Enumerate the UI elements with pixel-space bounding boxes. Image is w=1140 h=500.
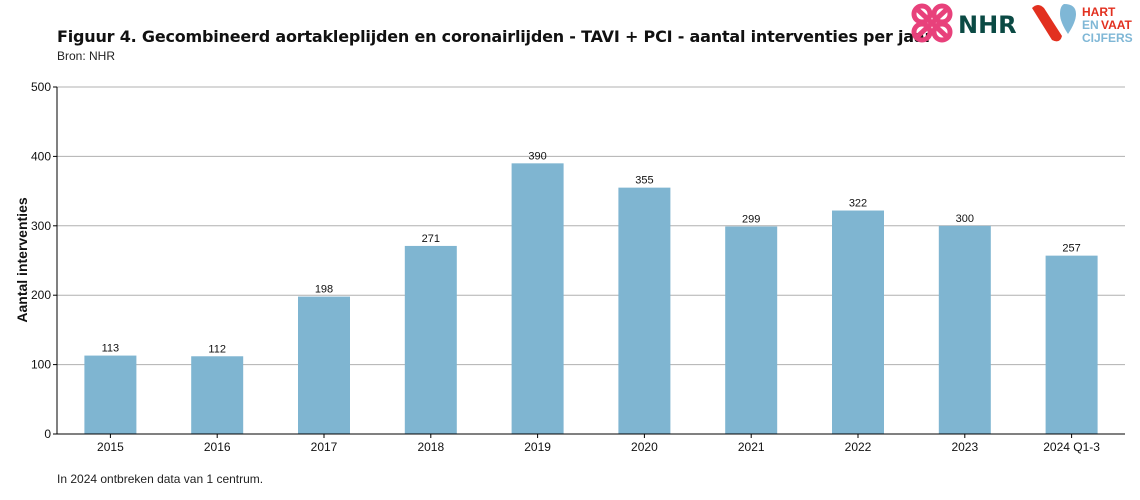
hartenvaatcijfers-logo: HART EN VAAT CIJFERS: [1032, 4, 1133, 45]
y-tick-label: 500: [31, 80, 51, 94]
x-tick-label: 2020: [631, 440, 658, 454]
svg-text:NHR: NHR: [958, 11, 1017, 39]
y-axis-label: Aantal interventies: [14, 197, 30, 322]
nhr-logo: NHR: [911, 3, 1017, 43]
bar-2020: [618, 187, 671, 434]
data-label: 113: [102, 343, 120, 355]
x-tick-label: 2015: [97, 440, 124, 454]
data-label: 355: [635, 175, 653, 187]
data-label: 390: [528, 150, 546, 162]
data-label: 299: [742, 213, 760, 225]
bar-2022: [832, 210, 884, 434]
x-tick-label: 2023: [951, 440, 978, 454]
svg-text:CIJFERS: CIJFERS: [1082, 31, 1133, 45]
bar-2015: [84, 355, 137, 434]
bar-2019: [511, 163, 564, 434]
x-tick-label: 2022: [845, 440, 872, 454]
y-tick-label: 100: [31, 358, 51, 372]
x-tick-label: 2024 Q1-3: [1043, 440, 1100, 454]
bar-2023: [938, 225, 991, 434]
y-tick-label: 200: [31, 288, 51, 302]
data-label: 322: [849, 198, 867, 210]
data-label: 300: [956, 213, 974, 225]
data-label: 112: [208, 343, 226, 355]
x-tick-label: 2021: [738, 440, 765, 454]
chart-source: Bron: NHR: [57, 49, 116, 63]
y-tick-label: 400: [31, 149, 51, 163]
bar-2018: [404, 245, 457, 434]
data-label: 198: [315, 284, 333, 296]
footnote: In 2024 ontbreken data van 1 centrum.: [57, 472, 264, 486]
bar-2017: [298, 296, 350, 434]
x-tick-label: 2016: [204, 440, 231, 454]
x-tick-label: 2019: [524, 440, 551, 454]
bar-2016: [191, 356, 244, 434]
bar-2024-Q1-3: [1045, 255, 1098, 434]
data-label: 257: [1062, 243, 1080, 255]
svg-text:EN: EN: [1082, 18, 1099, 32]
svg-text:HART: HART: [1082, 5, 1116, 19]
chart-title: Figuur 4. Gecombineerd aortakleplijden e…: [57, 27, 933, 46]
svg-text:VAAT: VAAT: [1101, 18, 1133, 32]
y-tick-label: 0: [44, 427, 51, 441]
x-tick-label: 2017: [311, 440, 338, 454]
x-tick-label: 2018: [417, 440, 444, 454]
y-tick-label: 300: [31, 219, 51, 233]
bar-2021: [725, 226, 778, 434]
data-label: 271: [422, 233, 440, 245]
